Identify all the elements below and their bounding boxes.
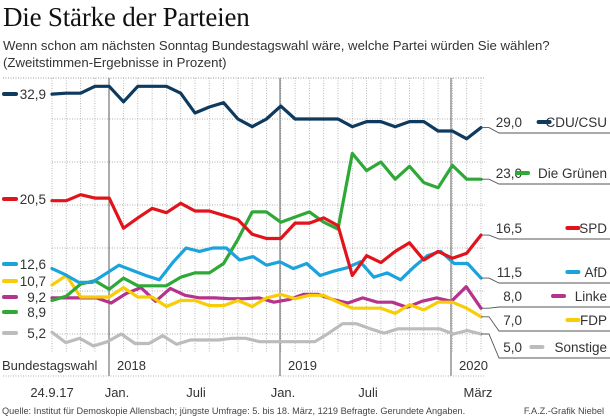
x-label-year: 2020 (459, 358, 488, 373)
chart-subtitle: Wenn schon am nächsten Sonntag Bundestag… (3, 37, 550, 71)
x-tick-label: Jan. (271, 385, 296, 400)
legend-label: AfD (584, 265, 607, 280)
legend-label: Die Grünen (538, 166, 607, 181)
leader-line (481, 127, 610, 134)
start-value-label: 10,7 (20, 274, 46, 289)
end-value-label: 16,5 (496, 221, 522, 236)
end-value-label: 5,0 (503, 340, 522, 355)
legend-label: Linke (575, 289, 607, 304)
series-line-diegrnen (50, 151, 483, 303)
start-value-label: 8,9 (27, 305, 46, 320)
series-line-sonstige (50, 322, 483, 348)
end-value-label: 23,0 (496, 166, 522, 181)
x-tick-label: Juli (358, 385, 378, 400)
legend-label: Sonstige (554, 340, 607, 355)
end-value-label: 7,0 (503, 313, 522, 328)
x-label-year: 2019 (288, 358, 317, 373)
end-value-label: 29,0 (496, 115, 522, 130)
end-value-label: 8,0 (503, 289, 522, 304)
source-note: Quelle: Institut für Demoskopie Allensba… (2, 406, 466, 416)
x-tick-label: März (464, 385, 493, 400)
legend-label: FDP (580, 313, 607, 328)
end-value-label: 11,5 (497, 265, 522, 280)
x-label-year: 2018 (117, 358, 146, 373)
leader-line (481, 234, 610, 240)
start-value-label: 12,6 (20, 257, 46, 272)
leader-line (481, 316, 610, 332)
leader-line (481, 178, 610, 185)
start-value-label: 5,2 (27, 326, 46, 341)
legend-label: CDU/CSU (545, 115, 607, 130)
subtitle-line-1: Wenn schon am nächsten Sonntag Bundestag… (3, 38, 550, 53)
leader-line (481, 277, 610, 284)
start-value-label: 32,9 (20, 87, 46, 102)
x-tick-label: 24.9.17 (30, 385, 73, 400)
chart-title: Die Stärke der Parteien (3, 2, 250, 32)
series-line-afd (50, 246, 483, 284)
start-value-label: 20,5 (20, 192, 46, 207)
x-label-year: Bundestagswahl (2, 358, 98, 373)
series-line-cducsu (50, 84, 483, 141)
legend-label: SPD (579, 221, 607, 236)
leader-line (481, 306, 610, 309)
leader-line (481, 333, 610, 359)
series-line-spd (50, 193, 483, 278)
subtitle-line-2: (Zweitstimmen-Ergebnisse in Prozent) (3, 55, 227, 70)
series-line-fdp (50, 273, 483, 319)
start-value-label: 9,2 (27, 290, 46, 305)
x-tick-label: Jan. (105, 385, 130, 400)
x-tick-label: Juli (186, 385, 206, 400)
graphic-credit: F.A.Z.-Grafik Niebel (523, 406, 604, 416)
